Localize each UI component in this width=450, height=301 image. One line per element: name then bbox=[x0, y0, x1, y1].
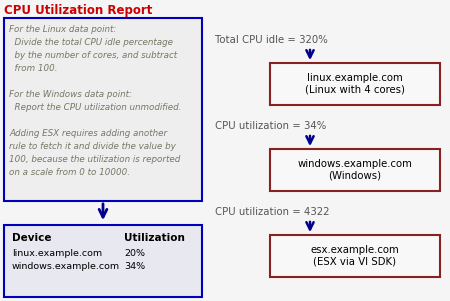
Text: by the number of cores, and subtract: by the number of cores, and subtract bbox=[9, 51, 177, 60]
Text: Total CPU idle = 320%: Total CPU idle = 320% bbox=[215, 35, 328, 45]
Text: For the Linux data point:: For the Linux data point: bbox=[9, 25, 117, 34]
Text: Utilization: Utilization bbox=[124, 233, 185, 243]
Text: linux.example.com
(Linux with 4 cores): linux.example.com (Linux with 4 cores) bbox=[305, 73, 405, 95]
FancyBboxPatch shape bbox=[4, 18, 202, 201]
Text: CPU utilization = 34%: CPU utilization = 34% bbox=[215, 121, 326, 131]
Text: esx.example.com
(ESX via VI SDK): esx.example.com (ESX via VI SDK) bbox=[310, 245, 400, 267]
Text: on a scale from 0 to 10000.: on a scale from 0 to 10000. bbox=[9, 168, 130, 177]
FancyBboxPatch shape bbox=[270, 63, 440, 105]
Text: Adding ESX requires adding another: Adding ESX requires adding another bbox=[9, 129, 167, 138]
FancyBboxPatch shape bbox=[270, 235, 440, 277]
Text: windows.example.com
(Windows): windows.example.com (Windows) bbox=[297, 159, 413, 181]
Text: Divide the total CPU idle percentage: Divide the total CPU idle percentage bbox=[9, 38, 173, 47]
Text: Report the CPU utilization unmodified.: Report the CPU utilization unmodified. bbox=[9, 103, 181, 112]
Text: CPU Utilization Report: CPU Utilization Report bbox=[4, 4, 153, 17]
Text: 34%: 34% bbox=[124, 262, 145, 271]
Text: linux.example.com: linux.example.com bbox=[12, 249, 102, 258]
Text: windows.example.com: windows.example.com bbox=[12, 262, 120, 271]
Text: Device: Device bbox=[12, 233, 51, 243]
FancyBboxPatch shape bbox=[270, 149, 440, 191]
Text: CPU utilization = 4322: CPU utilization = 4322 bbox=[215, 207, 329, 217]
Text: rule to fetch it and divide the value by: rule to fetch it and divide the value by bbox=[9, 142, 176, 151]
FancyBboxPatch shape bbox=[4, 225, 202, 297]
Text: from 100.: from 100. bbox=[9, 64, 58, 73]
Text: For the Windows data point:: For the Windows data point: bbox=[9, 90, 132, 99]
Text: 100, because the utilization is reported: 100, because the utilization is reported bbox=[9, 155, 180, 164]
Text: 20%: 20% bbox=[124, 249, 145, 258]
